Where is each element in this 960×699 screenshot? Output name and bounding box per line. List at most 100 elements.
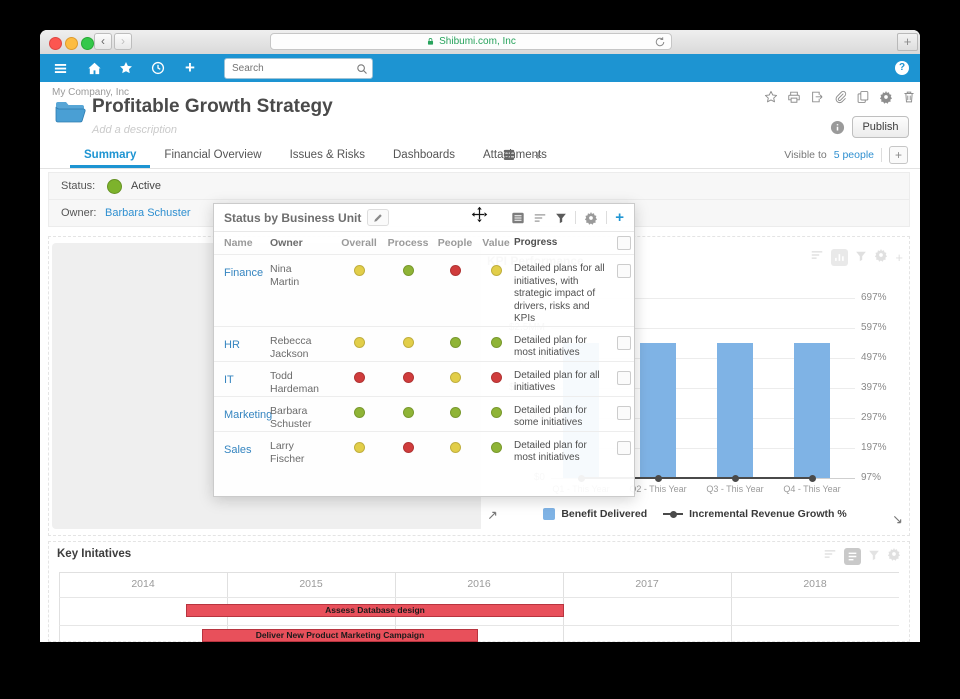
gantt-bar-assess-database-design[interactable]: Assess Database design (186, 604, 564, 617)
list-view-icon[interactable] (810, 248, 824, 267)
add-tab-button[interactable]: + (534, 147, 543, 163)
row-checkbox[interactable] (617, 440, 631, 455)
url-text: Shibumi.com, Inc (439, 36, 516, 47)
visibility-people-link[interactable]: 5 people (833, 149, 874, 161)
attach-icon[interactable] (833, 90, 847, 104)
panel-header: Status by Business Unit + (214, 204, 634, 232)
cell-owner: Larry Fischer (270, 439, 305, 465)
refresh-button[interactable] (654, 36, 666, 51)
panel-actions: + (511, 209, 624, 226)
business-unit-link[interactable]: Finance (224, 267, 264, 279)
tab-summary[interactable]: Summary (70, 144, 151, 168)
gantt-bar-deliver-new-product-marketing-campaign[interactable]: Deliver New Product Marketing Campaign (202, 629, 478, 642)
tab-attachments[interactable]: Attachments (483, 149, 547, 161)
chart-settings-icon[interactable] (874, 248, 888, 267)
cell-name: Finance (214, 255, 270, 326)
help-button[interactable]: ? (895, 61, 909, 75)
page-title: Profitable Growth Strategy (92, 96, 333, 117)
row-checkbox[interactable] (617, 405, 631, 420)
search-icon (356, 62, 368, 80)
year-column-border (731, 573, 732, 642)
browser-forward-button[interactable]: › (114, 33, 132, 50)
chart-view-icon[interactable] (831, 249, 849, 266)
yellow-status-dot (490, 265, 502, 276)
add-icon[interactable]: + (185, 58, 195, 77)
sort-icon[interactable] (533, 211, 547, 225)
panel-settings-icon[interactable] (584, 211, 598, 225)
right-axis-tick: 97% (861, 472, 882, 483)
filter-icon[interactable] (855, 249, 867, 267)
business-unit-link[interactable]: HR (224, 338, 240, 351)
browser-back-button[interactable]: ‹ (94, 33, 112, 50)
cell-overall (334, 362, 384, 396)
cell-progress: Detailed plans for all initiatives, with… (514, 263, 605, 324)
visibility-label: Visible to (784, 149, 827, 161)
info-icon[interactable] (830, 120, 845, 135)
page-actions (764, 90, 916, 104)
gantt-settings-icon[interactable] (887, 547, 901, 566)
list-view-icon[interactable] (823, 547, 837, 566)
resize-handle-icon[interactable] (892, 514, 903, 525)
visibility-control: Visible to 5 people + (784, 146, 908, 164)
table-body: Finance Nina Martin Detailed plans for all … (214, 254, 634, 468)
owner-link[interactable]: Barbara Schuster (105, 207, 191, 219)
description-placeholder[interactable]: Add a description (92, 124, 177, 136)
resize-handle-icon[interactable] (487, 510, 498, 521)
tab-financial-overview[interactable]: Financial Overview (164, 149, 262, 161)
chart-add-icon[interactable]: + (895, 250, 903, 265)
filter-icon[interactable] (555, 212, 567, 224)
cell-overall (334, 432, 384, 468)
cell-owner: Nina Martin (270, 263, 300, 288)
green-status-dot (490, 441, 502, 453)
print-icon[interactable] (787, 90, 801, 104)
row-checkbox[interactable] (617, 370, 631, 385)
cell-value (478, 432, 514, 468)
select-all-checkbox[interactable] (617, 235, 631, 250)
delete-icon[interactable] (902, 90, 916, 104)
favorites-icon[interactable] (118, 60, 134, 76)
home-icon[interactable] (86, 60, 102, 76)
cell-progress: Detailed plan for some initiatives (514, 404, 587, 429)
bar-q4-this-year (794, 343, 830, 478)
recent-icon[interactable] (150, 60, 166, 76)
red-status-dot (353, 371, 365, 383)
list-view-icon[interactable] (511, 211, 525, 225)
business-unit-link[interactable]: Sales (224, 443, 252, 456)
cell-select (612, 327, 636, 361)
row-checkbox[interactable] (617, 264, 631, 278)
breadcrumb[interactable]: My Company, Inc (52, 87, 130, 98)
business-unit-link[interactable]: IT (224, 373, 234, 386)
publish-button[interactable]: Publish (852, 116, 909, 138)
settings-icon[interactable] (879, 90, 893, 104)
chart-widget-actions: + (810, 248, 903, 267)
cell-people (432, 327, 478, 361)
menu-icon[interactable] (52, 60, 68, 76)
row-checkbox[interactable] (617, 335, 631, 350)
business-unit-link[interactable]: Marketing (224, 408, 273, 421)
key-initiatives-widget: Key Initatives 2014 2015 2016 2017 2018 Asses… (48, 541, 910, 642)
export-icon[interactable] (810, 90, 824, 104)
status-by-business-unit-panel[interactable]: Status by Business Unit + Name Owner Overa… (213, 203, 635, 497)
close-window-button[interactable] (49, 37, 62, 50)
status-indicator-dot (107, 179, 122, 194)
browser-address-bar[interactable]: Shibumi.com, Inc (270, 33, 672, 50)
filter-icon[interactable] (868, 548, 880, 566)
tab-issues-risks[interactable]: Issues & Risks (289, 149, 365, 161)
zoom-window-button[interactable] (81, 37, 94, 50)
minimize-window-button[interactable] (65, 37, 78, 50)
edit-title-icon[interactable] (367, 209, 390, 226)
cell-process (384, 327, 432, 361)
copy-icon[interactable] (856, 90, 870, 104)
cell-name: HR (214, 327, 270, 361)
timeline-view-icon[interactable] (844, 548, 861, 565)
panel-add-button[interactable]: + (615, 209, 624, 226)
gridline (551, 328, 855, 329)
favorite-icon[interactable] (764, 90, 778, 104)
cell-progress: Detailed plan for most initiatives (514, 334, 587, 359)
new-tab-button[interactable]: + (897, 33, 918, 51)
cell-value (478, 362, 514, 396)
search-input[interactable] (224, 57, 373, 79)
tab-dashboards[interactable]: Dashboards (393, 149, 456, 161)
add-viewer-button[interactable]: + (889, 146, 908, 164)
data-tab-icon[interactable] (502, 148, 516, 162)
